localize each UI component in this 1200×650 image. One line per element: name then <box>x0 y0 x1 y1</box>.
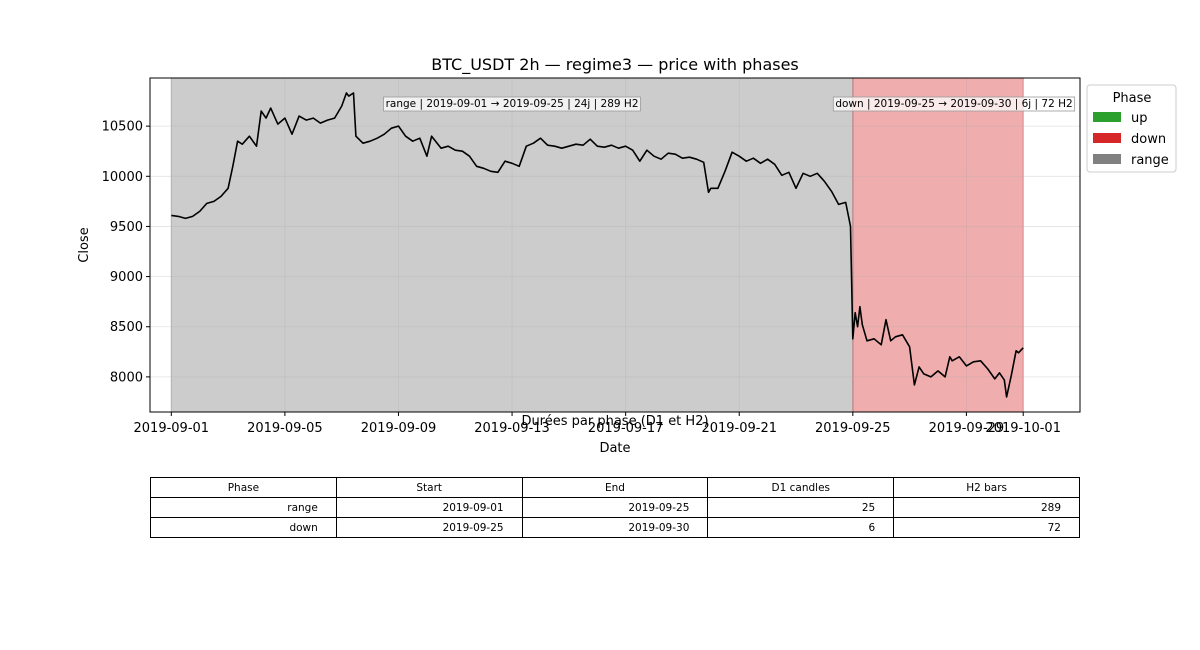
x-tick-label: 2019-09-25 <box>815 421 891 436</box>
phase-table: Phase Start End D1 candles H2 bars range… <box>150 477 1080 538</box>
legend-swatch-range <box>1093 154 1121 164</box>
legend-label-up: up <box>1131 111 1148 126</box>
header-start: Start <box>335 477 523 498</box>
x-tick-label: 2019-09-01 <box>134 421 210 436</box>
x-tick-label: 2019-09-21 <box>701 421 777 436</box>
table-row: down 2019-09-25 2019-09-30 6 72 <box>150 517 1080 538</box>
cell-end: 2019-09-25 <box>521 497 709 518</box>
header-phase: Phase <box>150 477 337 498</box>
y-tick-label: 10500 <box>102 120 143 135</box>
cell-end: 2019-09-30 <box>521 517 709 538</box>
x-tick-label: 2019-09-17 <box>588 421 664 436</box>
cell-start: 2019-09-25 <box>335 517 523 538</box>
phase-annotation-text: range | 2019-09-01 → 2019-09-25 | 24j | … <box>386 98 639 110</box>
x-axis-title: Date <box>599 441 630 456</box>
y-tick-label: 9500 <box>110 220 143 235</box>
phase-annotation-range: range | 2019-09-01 → 2019-09-25 | 24j | … <box>383 96 641 112</box>
y-tick-label: 10000 <box>102 170 143 185</box>
cell-h2-bars: 289 <box>893 497 1080 518</box>
x-tick-label: 2019-09-13 <box>474 421 550 436</box>
x-tick-label: 2019-09-29 <box>929 421 1005 436</box>
y-tick-label: 8000 <box>110 370 143 385</box>
header-end: End <box>521 477 709 498</box>
cell-h2-bars: 72 <box>893 517 1080 538</box>
phase-band-range <box>171 78 853 412</box>
price-line <box>171 92 1024 398</box>
table-title: Durées par phase (D1 et H2) <box>521 414 709 429</box>
legend-swatch-down <box>1093 133 1121 143</box>
phase-annotation-down: down | 2019-09-25 → 2019-09-30 | 6j | 72… <box>832 96 1076 112</box>
x-tick-label: 2019-09-09 <box>361 421 437 436</box>
header-h2-bars: H2 bars <box>893 477 1080 498</box>
legend-swatch-up <box>1093 112 1121 122</box>
phase-annotation-box <box>383 96 641 112</box>
cell-d1-candles: 25 <box>707 497 895 518</box>
y-axis-title: Close <box>77 227 92 262</box>
phase-annotation-text: down | 2019-09-25 → 2019-09-30 | 6j | 72… <box>835 98 1072 110</box>
legend-title: Phase <box>1113 91 1152 106</box>
y-tick-label: 8500 <box>110 320 143 335</box>
cell-phase: down <box>150 517 337 538</box>
cell-d1-candles: 6 <box>707 517 895 538</box>
x-tick-label: 2019-09-05 <box>247 421 323 436</box>
table-header-row: Phase Start End D1 candles H2 bars <box>150 477 1080 498</box>
cell-start: 2019-09-01 <box>335 497 523 518</box>
y-tick-label: 9000 <box>110 270 143 285</box>
phase-annotation-box <box>832 96 1076 112</box>
chart-title: BTC_USDT 2h — regime3 — price with phase… <box>431 55 799 75</box>
legend-frame <box>1086 84 1177 173</box>
legend-label-range: range <box>1131 153 1169 168</box>
legend-label-down: down <box>1131 132 1166 147</box>
header-d1-candles: D1 candles <box>707 477 895 498</box>
phase-band-down <box>852 78 1024 412</box>
x-tick-label: 2019-10-01 <box>985 421 1061 436</box>
plot-frame <box>149 77 1081 413</box>
table-row: range 2019-09-01 2019-09-25 25 289 <box>150 497 1080 518</box>
cell-phase: range <box>150 497 337 518</box>
legend: Phase up down range <box>1086 84 1177 173</box>
